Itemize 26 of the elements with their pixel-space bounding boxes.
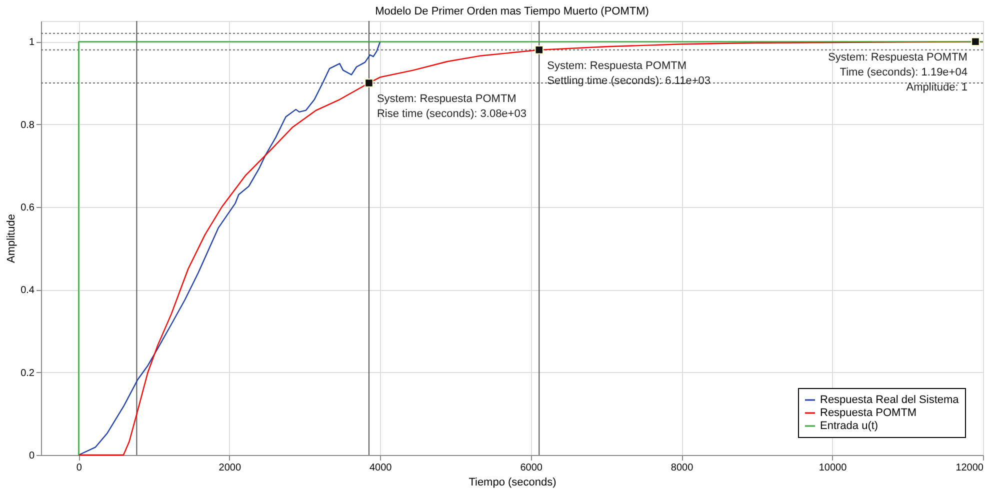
- legend-label: Respuesta POMTM: [820, 407, 917, 419]
- x-tick-label: 12000: [956, 462, 984, 474]
- chart-title: Modelo De Primer Orden mas Tiempo Muerto (POMTM): [375, 6, 649, 18]
- annotation: System: Respuesta POMTM Time (seconds): 1.19e+04 Amplitude: 1: [828, 52, 968, 94]
- y-tick-label: 0: [28, 450, 35, 462]
- annotation: System: Respuesta POMTM Rise time (seconds): 3.08e+03: [376, 93, 526, 120]
- x-axis-title: Tiempo (seconds): [468, 476, 556, 488]
- line-series: [78, 41, 984, 456]
- y-tick-label: 1: [28, 37, 35, 48]
- y-tick-label: 0.6: [20, 202, 35, 214]
- point: [364, 78, 374, 88]
- y-tick-label: 0.2: [20, 368, 35, 379]
- y-axis-title: Amplitude: [6, 214, 18, 263]
- y-tick-label: 0.4: [20, 285, 35, 296]
- x-tick-label: 2000: [218, 462, 242, 474]
- point: [971, 37, 980, 46]
- x-tick-label: 4000: [369, 462, 392, 474]
- legend-label: Entrada u(t): [820, 420, 878, 432]
- annotation: System: Respuesta POMTM Settling time (seconds): 6.11e+03: [547, 60, 711, 87]
- y-tick-label: 0.8: [20, 120, 35, 131]
- x-tick-label: 6000: [520, 462, 543, 474]
- x-tick-label: 0: [76, 462, 82, 474]
- legend-label: Respuesta Real del Sistema: [820, 394, 960, 406]
- x-tick-label: 10000: [818, 462, 848, 474]
- x-tick-label: 8000: [670, 462, 694, 474]
- point: [534, 46, 544, 54]
